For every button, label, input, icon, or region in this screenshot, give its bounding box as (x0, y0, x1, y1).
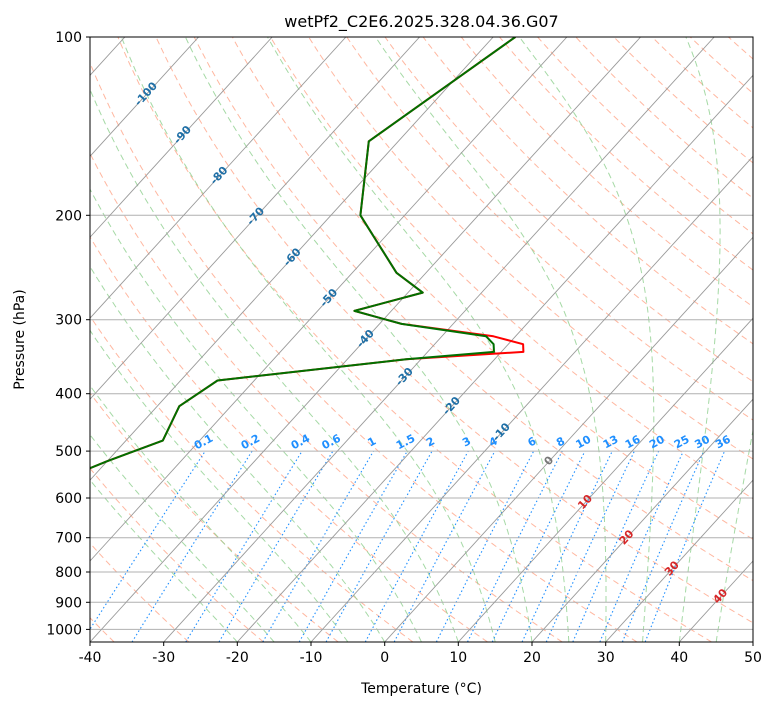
isotherm-line (90, 37, 494, 481)
isobar-grid (90, 37, 753, 630)
moist-adiabat (120, 37, 496, 642)
x-tick-label: 20 (523, 650, 541, 666)
moist-adiabat (184, 37, 533, 642)
y-tick-label: 100 (55, 30, 82, 46)
x-axis-ticks: -40 -30 -20 -10 0 10 20 30 40 50 (79, 642, 762, 666)
y-axis-label: Pressure (hPa) (12, 289, 28, 389)
y-tick-label: 600 (55, 491, 82, 507)
mixing-ratio-line (364, 450, 469, 642)
mixing-ratio-line (298, 450, 408, 642)
mixing-ratio-line (325, 450, 433, 642)
x-tick-label: 0 (380, 650, 389, 666)
isotherm-line (90, 37, 199, 157)
y-tick-label: 200 (55, 208, 82, 224)
mixing-ratio-label: 13 (601, 433, 621, 452)
x-tick-label: 50 (744, 650, 762, 666)
mixing-ratio-label: 20 (647, 433, 667, 452)
dry-adiabat (346, 37, 753, 421)
mixing-ratio-line (90, 450, 206, 631)
dry-adiabat (613, 37, 753, 164)
isotherm-line (90, 37, 568, 562)
dry-adiabat (90, 315, 414, 642)
isotherm-line (90, 37, 641, 642)
moist-adiabats (90, 37, 753, 642)
dewpoint-profile (90, 37, 516, 470)
x-tick-label: 30 (597, 650, 615, 666)
mixing-ratio-label: 30 (692, 433, 712, 452)
dry-adiabat (90, 152, 563, 642)
isotherm-line (605, 479, 753, 642)
mixing-ratio-label: 36 (713, 433, 733, 452)
plot-frame (89, 36, 754, 643)
y-tick-label: 500 (55, 444, 82, 460)
isotherm-line (752, 641, 753, 642)
y-tick-label: 900 (55, 595, 82, 611)
dry-adiabat (231, 37, 753, 540)
mixing-ratio-label: 25 (672, 433, 692, 452)
isotherm-grid (90, 37, 753, 642)
isotherm-line (384, 236, 753, 642)
moist-adiabat (267, 37, 570, 642)
isotherm-line (310, 155, 753, 642)
mixing-ratio-line (185, 450, 303, 642)
dry-adiabat (155, 37, 753, 624)
isotherm-line (457, 317, 753, 642)
y-tick-label: 1000 (46, 622, 82, 638)
moist-adiabat (678, 37, 721, 642)
x-tick-label: -10 (300, 650, 323, 666)
mixing-ratio-line (572, 450, 660, 642)
x-tick-label: 40 (670, 650, 688, 666)
moist-adiabat (375, 37, 607, 642)
chart-title: wetPf2_C2E6.2025.328.04.36.G07 (284, 12, 558, 32)
mixing-ratio-line (599, 450, 684, 642)
dry-adiabat (384, 37, 753, 383)
mixing-ratio-line (435, 450, 535, 642)
x-tick-label: -40 (79, 650, 102, 666)
y-tick-label: 400 (55, 387, 82, 403)
moist-adiabat (90, 329, 349, 642)
x-tick-label: 10 (449, 650, 467, 666)
moist-adiabat (518, 37, 655, 642)
mixing-ratio-line (621, 450, 705, 642)
dry-adiabat (422, 37, 753, 345)
y-tick-label: 800 (55, 565, 82, 581)
dry-adiabat (90, 61, 638, 642)
y-tick-label: 300 (55, 313, 82, 329)
isotherm-line (236, 74, 753, 642)
isotherm-line (90, 37, 420, 400)
moist-adiabat (90, 188, 422, 642)
x-tick-label: -20 (226, 650, 249, 666)
moist-adiabat (715, 427, 753, 642)
dry-adiabat (767, 37, 775, 642)
moist-adiabat (90, 88, 459, 642)
x-tick-label: -30 (152, 650, 175, 666)
y-axis-ticks: 100 200 300 400 500 600 700 800 900 1000 (46, 30, 90, 638)
mixing-ratio-line (393, 450, 496, 642)
isotherm-line (163, 37, 715, 642)
x-axis-label: Temperature (°C) (360, 681, 482, 697)
isotherm-line (90, 37, 273, 238)
moist-adiabat (90, 265, 386, 642)
mixing-ratio-line (467, 450, 563, 642)
mixing-ratio-line (131, 450, 253, 642)
mixing-ratio-label: 10 (574, 433, 594, 452)
profile-series (90, 37, 525, 470)
isotherm-line (531, 398, 753, 642)
dry-adiabat (575, 37, 753, 199)
dry-adiabat (308, 37, 753, 460)
isotherm-line (90, 37, 347, 319)
y-tick-label: 700 (55, 531, 82, 547)
mixing-ratio-labels: 0.1 0.2 0.4 0.6 1 1.5 2 3 4 6 8 10 13 16 20 25 30 36 (192, 432, 733, 453)
dry-adiabat (117, 37, 712, 642)
dry-adiabat (193, 37, 753, 582)
mixing-ratio-label: 16 (623, 433, 643, 452)
